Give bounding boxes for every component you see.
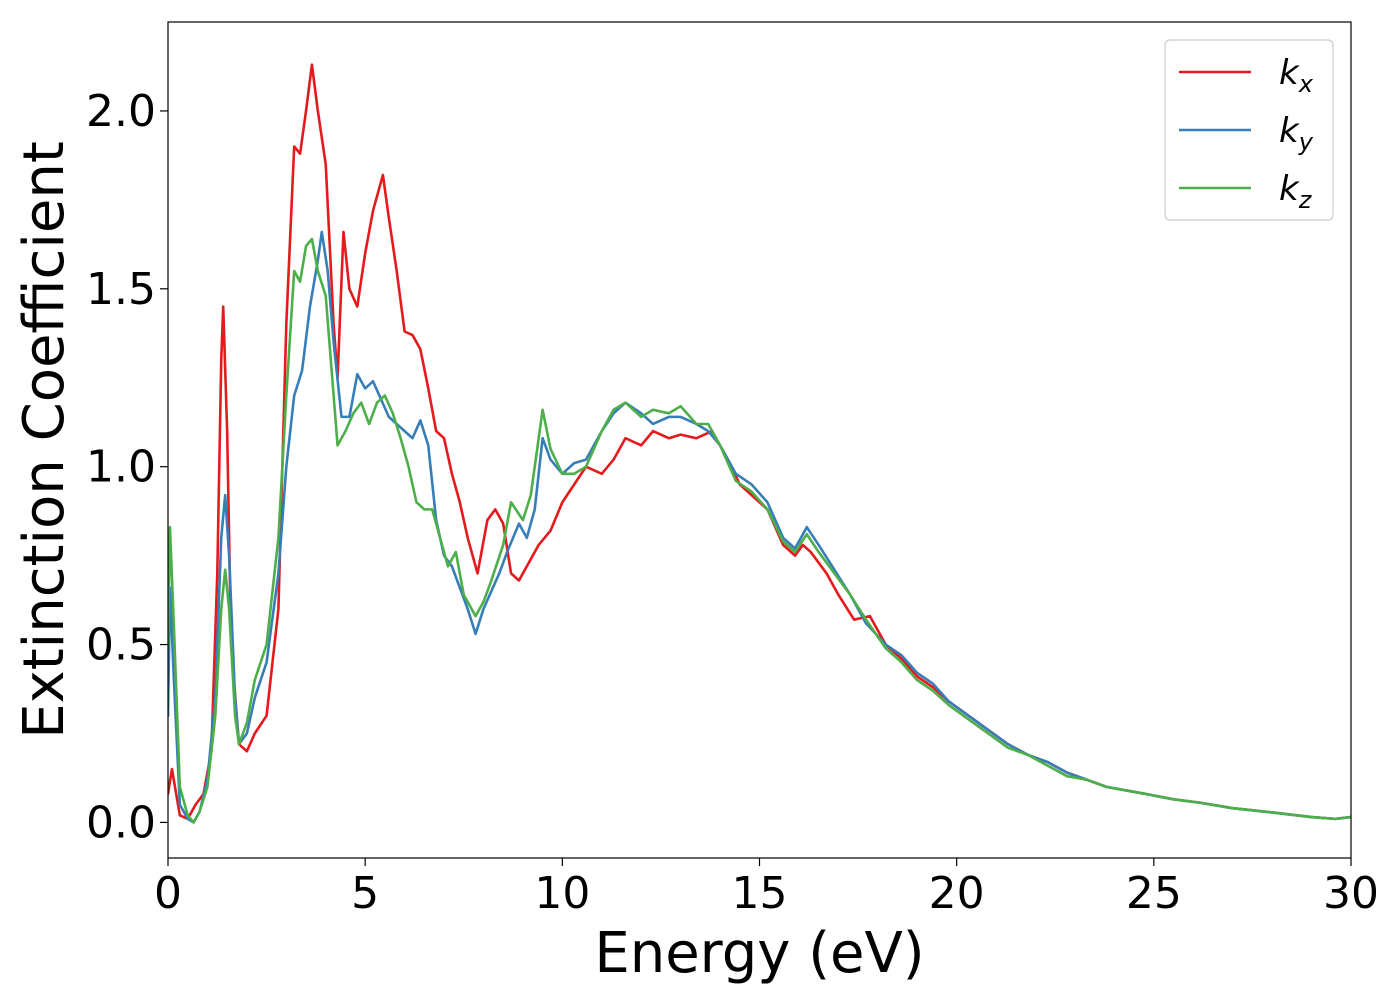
- x-tick-label: 5: [351, 868, 379, 919]
- y-axis: 0.0 0.5 1.0 1.5 2.0: [86, 86, 168, 848]
- series-line-k-y: [168, 230, 1351, 824]
- y-tick-label: 1.0: [86, 442, 156, 493]
- x-tick-label: 25: [1126, 868, 1182, 919]
- x-tick-label: 15: [732, 868, 788, 919]
- x-tick-label: 30: [1323, 868, 1379, 919]
- x-tick-label: 10: [534, 868, 590, 919]
- y-tick-label: 0.5: [86, 620, 156, 671]
- x-tick-label: 0: [154, 868, 182, 919]
- y-tick-label: 0.0: [86, 797, 156, 848]
- series-line-k-z: [168, 237, 1351, 824]
- x-tick-label: 20: [929, 868, 985, 919]
- legend-entry: kx: [1279, 53, 1314, 98]
- plot-series-group: [168, 63, 1351, 824]
- y-tick-label: 2.0: [86, 86, 156, 137]
- legend-entry: ky: [1279, 111, 1314, 156]
- y-tick-label: 1.5: [86, 264, 156, 315]
- y-axis-label: Extinction Coefficient: [12, 141, 77, 739]
- x-axis: 0 5 10 15 20 25 30: [154, 858, 1379, 919]
- x-axis-label: Energy (eV): [594, 921, 924, 986]
